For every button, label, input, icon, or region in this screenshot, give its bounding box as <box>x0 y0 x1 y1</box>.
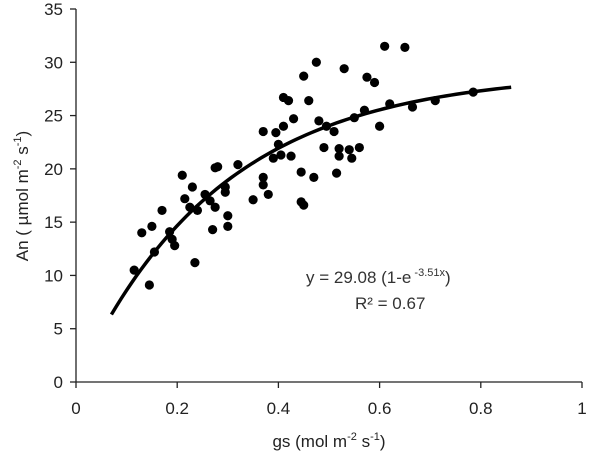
data-point <box>180 194 190 204</box>
y-tick-label: 25 <box>44 107 63 126</box>
data-point <box>190 258 200 268</box>
y-tick-label: 0 <box>54 373 63 392</box>
x-tick-label: 1 <box>577 399 586 418</box>
data-point <box>299 200 309 210</box>
data-point <box>258 172 268 182</box>
data-point <box>362 72 372 82</box>
x-tick-label: 0.8 <box>469 399 493 418</box>
data-point <box>329 126 339 137</box>
data-point <box>309 172 319 182</box>
data-point <box>233 159 243 170</box>
data-point <box>400 42 410 52</box>
x-title-base: gs (mol m <box>272 432 347 451</box>
x-tick-label: 0.2 <box>165 399 189 418</box>
data-point <box>344 145 354 155</box>
data-point <box>177 170 187 180</box>
y-tick-label: 35 <box>44 0 63 19</box>
y-title-sup1: -2 <box>12 159 24 169</box>
y-tick-label: 5 <box>54 320 63 339</box>
data-point <box>137 228 147 238</box>
x-tick-label: 0.6 <box>368 399 392 418</box>
equation-exponent: -3.51x <box>411 267 445 279</box>
data-point <box>213 162 223 172</box>
data-point <box>334 151 344 161</box>
data-point <box>144 280 154 290</box>
data-point <box>375 121 385 131</box>
data-point <box>170 240 180 251</box>
data-point <box>311 57 321 67</box>
data-point <box>331 168 342 178</box>
data-point <box>220 187 230 197</box>
data-point <box>223 221 233 232</box>
x-tick-label: 0.4 <box>267 399 291 418</box>
data-point <box>268 153 278 163</box>
equation-suffix: ) <box>445 268 451 287</box>
data-point <box>129 265 139 275</box>
data-point <box>187 182 197 192</box>
data-point <box>157 205 167 216</box>
y-tick-label: 10 <box>44 266 63 285</box>
x-title-end: ) <box>380 432 386 451</box>
data-point <box>283 96 294 106</box>
data-point <box>271 128 281 138</box>
data-point <box>334 144 344 154</box>
x-title-mid: s <box>357 432 370 451</box>
y-tick-label: 15 <box>44 213 63 232</box>
equation-prefix: y = 29.08 (1-e <box>306 268 411 287</box>
data-point <box>223 211 233 221</box>
data-point <box>258 126 268 137</box>
y-axis-ticks: 0 5 10 15 20 25 30 35 <box>44 0 76 392</box>
data-point <box>304 96 314 106</box>
data-point <box>258 180 268 190</box>
data-point <box>296 167 306 177</box>
data-point <box>369 77 380 88</box>
data-point <box>339 64 349 74</box>
data-point <box>286 151 296 161</box>
data-point <box>299 71 309 81</box>
data-point <box>276 150 286 160</box>
plot-area: 0 5 10 15 20 25 30 35 0 0.2 0.4 0.6 0.8 1 <box>44 0 587 418</box>
x-axis-title: gs (mol m-2 s-1) <box>272 431 385 451</box>
data-point <box>288 114 299 124</box>
x-tick-label: 0 <box>71 399 80 418</box>
y-title-base: An ( µmol m <box>13 169 32 261</box>
y-title-sup2: -1 <box>12 136 24 146</box>
x-title-sup2: -1 <box>370 431 380 443</box>
r-squared-annotation: R² = 0.67 <box>355 294 425 313</box>
y-tick-label: 20 <box>44 160 63 179</box>
data-point <box>210 202 220 212</box>
y-title-end: ) <box>13 131 32 137</box>
equation-annotation: y = 29.08 (1-e -3.51x) <box>306 267 451 287</box>
y-title-mid: s <box>13 146 32 159</box>
fit-curve <box>109 85 512 316</box>
data-point <box>407 102 418 112</box>
data-point <box>278 121 289 131</box>
data-point <box>319 142 329 153</box>
data-point <box>208 225 218 235</box>
data-point <box>147 221 157 232</box>
x-title-sup1: -2 <box>347 431 357 443</box>
data-point <box>263 189 273 200</box>
x-axis-ticks: 0 0.2 0.4 0.6 0.8 1 <box>71 382 587 418</box>
data-points <box>129 41 478 290</box>
data-point <box>314 116 324 126</box>
y-tick-label: 30 <box>44 53 63 72</box>
y-axis-title: An ( µmol m-2 s-1) <box>12 131 32 261</box>
data-point <box>354 142 364 153</box>
data-point <box>347 153 357 163</box>
data-point <box>248 195 258 205</box>
data-point <box>380 41 390 51</box>
